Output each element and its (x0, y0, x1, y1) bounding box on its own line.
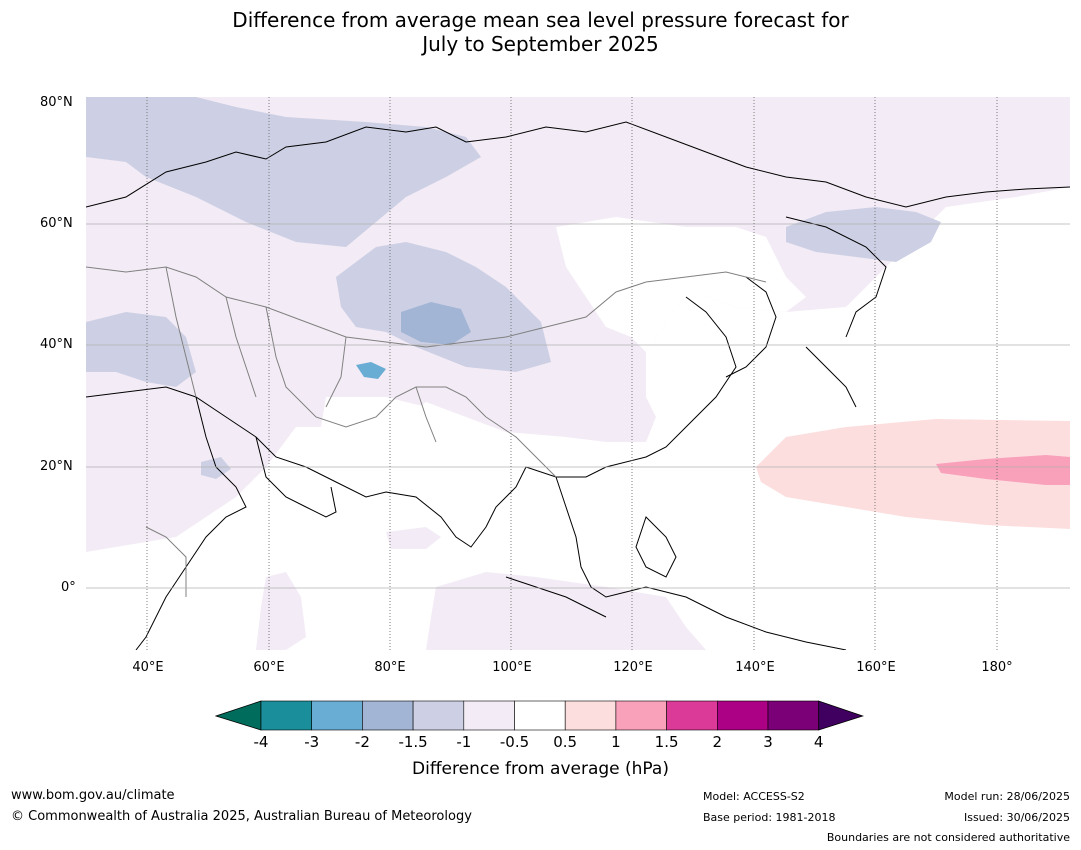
colorbar-label: Difference from average (hPa) (412, 759, 669, 779)
colorbar-tick-label: 1.5 (654, 733, 679, 751)
colorbar (215, 700, 864, 731)
anomaly-region-moderate-negative-kamchatka (786, 207, 941, 262)
colorbar-tick-label: -0.5 (499, 733, 530, 751)
map-meridians (146, 97, 998, 650)
anomaly-region-moderate-positive-pacific (936, 455, 1070, 485)
colorbar-segment (514, 700, 566, 731)
colorbar-segment (666, 700, 718, 731)
colorbar-extend-high (818, 700, 864, 731)
lon-label-100e: 100°E (492, 660, 532, 675)
colorbar-tick-label: 0.5 (553, 733, 578, 751)
lon-label-80e: 80°E (374, 660, 406, 675)
copyright-text: © Commonwealth of Australia 2025, Austra… (11, 809, 472, 824)
anomaly-region-very-strong-negative-tibet (356, 362, 386, 379)
lon-label-40e: 40°E (132, 660, 164, 675)
colorbar-tick-label: -1 (456, 733, 472, 751)
anomaly-region-light-negative-bay (386, 527, 441, 549)
map-title-line1: Difference from average mean sea level p… (232, 8, 849, 32)
map-title-line2: July to September 2025 (422, 32, 659, 56)
lon-label-180: 180° (981, 660, 1013, 675)
anomaly-region-moderate-negative-arctic (86, 97, 481, 247)
boundaries-disclaimer: Boundaries are not considered authoritat… (826, 831, 1070, 844)
lon-label-140e: 140°E (735, 660, 775, 675)
colorbar-tick-label: -3 (304, 733, 320, 751)
colorbar-segment (463, 700, 515, 731)
lat-label-40n: 40°N (40, 337, 73, 352)
colorbar-segment (564, 700, 617, 731)
colorbar-segment (311, 700, 363, 731)
pressure-anomaly-map (86, 97, 1070, 650)
colorbar-segment (716, 700, 769, 731)
colorbar-tick-label: 2 (712, 733, 723, 751)
lat-label-80n: 80°N (40, 95, 73, 110)
lon-label-60e: 60°E (253, 660, 285, 675)
anomaly-region-moderate-negative-west (86, 312, 196, 387)
lon-label-160e: 160°E (856, 660, 896, 675)
model-run-date: Model run: 28/06/2025 (944, 790, 1070, 803)
map-title: Difference from average mean sea level p… (0, 8, 1081, 56)
colorbar-segment (260, 700, 313, 731)
base-period: Base period: 1981-2018 (703, 811, 836, 824)
website-link[interactable]: www.bom.gov.au/climate (11, 788, 175, 803)
colorbar-tick-label: -2 (354, 733, 370, 751)
anomaly-region-moderate-negative-arabia (201, 457, 231, 479)
anomaly-region-strong-negative-mongolia (401, 302, 471, 345)
colorbar-segment (362, 700, 414, 731)
colorbar-tick-label: 3 (763, 733, 773, 751)
country-borders (86, 266, 767, 597)
map-gridlines (86, 223, 1070, 589)
issued-date: Issued: 30/06/2025 (963, 811, 1070, 824)
anomaly-region-light-negative-indian-ocean (256, 572, 306, 650)
neutral-region-east-asia (556, 217, 806, 352)
anomaly-region-light-negative-arafura (426, 572, 706, 650)
colorbar-segment (412, 700, 465, 731)
colorbar-tick-label: -4 (253, 733, 269, 751)
lat-label-0: 0° (61, 580, 76, 595)
colorbar-segment (767, 700, 820, 731)
coastlines (86, 121, 1070, 650)
lat-label-60n: 60°N (40, 216, 73, 231)
colorbar-segment (615, 700, 667, 731)
map-svg (86, 97, 1070, 650)
colorbar-tick-label: 4 (813, 733, 824, 751)
lon-label-120e: 120°E (613, 660, 653, 675)
colorbar-tick-label: -1.5 (398, 733, 428, 751)
anomaly-region-weak-positive-pacific (756, 419, 1070, 529)
colorbar-tick-label: 1 (611, 733, 621, 751)
lat-label-20n: 20°N (40, 459, 73, 474)
model-name: Model: ACCESS-S2 (703, 790, 805, 803)
colorbar-extend-low (215, 700, 262, 731)
